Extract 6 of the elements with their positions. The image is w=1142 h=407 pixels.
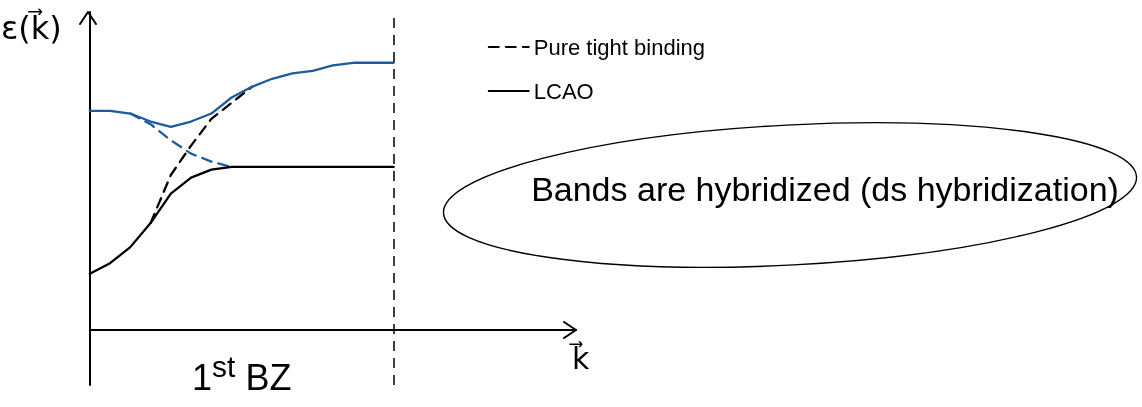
annotation: Bands are hybridized (ds hybridization) [531, 170, 1119, 210]
legend-label: LCAO [533, 78, 594, 104]
x-axis-title: k⃗ [568, 340, 590, 377]
text: 1$^{st}$ BZ [192, 349, 292, 399]
y-axis-title: ε(k⃗) [1, 8, 62, 47]
legend-label: Pure tight binding [533, 34, 705, 60]
